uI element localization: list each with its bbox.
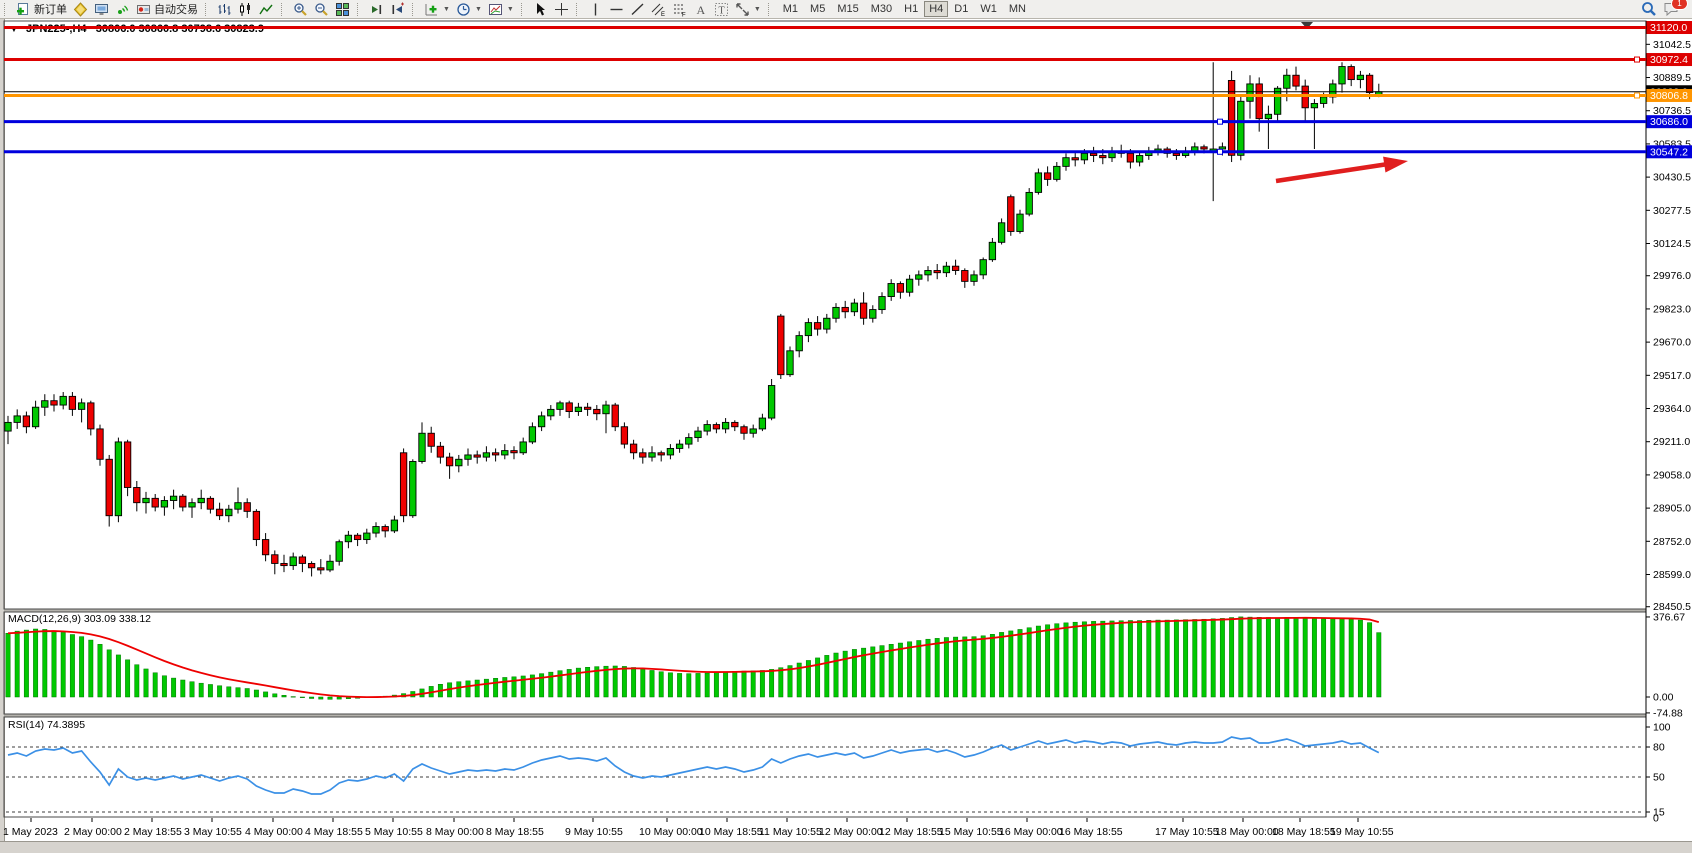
new-order-label: 新订单 <box>34 1 67 17</box>
timeframe-m15[interactable]: M15 <box>831 1 864 17</box>
zoom-in-icon <box>293 2 308 17</box>
timeframe-m1[interactable]: M1 <box>777 1 804 17</box>
autotrading-icon <box>136 2 151 17</box>
zoom-in-button[interactable] <box>290 1 311 17</box>
notifications-button[interactable]: 1 <box>1660 1 1682 17</box>
svg-text:T: T <box>718 5 724 16</box>
tile-windows-icon <box>335 2 350 17</box>
chevron-down-icon: ▼ <box>475 6 482 13</box>
bars-chart-icon <box>217 2 232 17</box>
metaeditor-icon <box>73 2 88 17</box>
trendline-icon <box>630 2 645 17</box>
text-label-tool[interactable]: T <box>711 1 732 17</box>
candlestick-chart-button[interactable] <box>235 1 256 17</box>
timeframe-d1[interactable]: D1 <box>948 1 974 17</box>
templates-icon <box>488 2 503 17</box>
timeframe-w1[interactable]: W1 <box>974 1 1003 17</box>
periods-button[interactable]: ▼ <box>453 1 485 17</box>
fibonacci-tool[interactable]: F <box>669 1 690 17</box>
indicators-button[interactable]: ▼ <box>421 1 453 17</box>
chevron-down-icon: ▼ <box>443 6 450 13</box>
indicators-icon <box>424 2 439 17</box>
chart-title: ▼ JPN225-,H4 30806.0 30860.8 30798.6 308… <box>10 23 264 35</box>
toolbar: 新订单 自动交易 <box>0 0 1692 19</box>
clock-icon <box>456 2 471 17</box>
metaeditor-button[interactable] <box>70 1 91 17</box>
notification-badge: 1 <box>1671 0 1688 10</box>
terminal-button[interactable] <box>91 1 112 17</box>
timeframe-m5[interactable]: M5 <box>804 1 831 17</box>
zoom-out-icon <box>314 2 329 17</box>
trendline-tool[interactable] <box>627 1 648 17</box>
auto-scroll-button[interactable] <box>366 1 387 17</box>
text-icon: A <box>693 2 708 17</box>
text-label-icon: T <box>714 2 729 17</box>
chevron-down-icon: ▼ <box>754 6 761 13</box>
text-tool[interactable]: A <box>690 1 711 17</box>
rsi-indicator-label: RSI(14) 74.3895 <box>8 719 85 731</box>
chart-shift-button[interactable] <box>387 1 408 17</box>
svg-text:E: E <box>661 12 665 17</box>
new-order-icon <box>16 2 31 17</box>
timeframe-m30[interactable]: M30 <box>865 1 898 17</box>
chart-title-symbol: JPN225-,H4 <box>26 23 87 35</box>
shapes-tool[interactable]: ▼ <box>732 1 764 17</box>
line-chart-button[interactable] <box>256 1 277 17</box>
bars-chart-button[interactable] <box>214 1 235 17</box>
window-bottom-edge <box>0 841 1692 853</box>
macd-indicator-label: MACD(12,26,9) 303.09 338.12 <box>8 613 151 625</box>
timeframe-mn[interactable]: MN <box>1003 1 1032 17</box>
toolbar-gripper <box>4 3 10 16</box>
fibonacci-icon: F <box>672 2 687 17</box>
autotrading-button[interactable]: 自动交易 <box>133 1 201 17</box>
toolbar-gripper <box>281 3 287 16</box>
crosshair-icon <box>554 2 569 17</box>
templates-button[interactable]: ▼ <box>485 1 517 17</box>
cursor-button[interactable] <box>530 1 551 17</box>
toolbar-gripper <box>768 3 774 16</box>
toolbar-gripper <box>357 3 363 16</box>
line-chart-icon <box>259 2 274 17</box>
search-icon <box>1641 1 1657 17</box>
crosshair-button[interactable] <box>551 1 572 17</box>
vertical-line-tool[interactable] <box>585 1 606 17</box>
toolbar-gripper <box>205 3 211 16</box>
tile-windows-button[interactable] <box>332 1 353 17</box>
chevron-down-icon: ▼ <box>507 6 514 13</box>
chart-shift-icon <box>390 2 405 17</box>
timeframe-h4[interactable]: H4 <box>924 1 948 17</box>
signals-icon <box>115 2 130 17</box>
horizontal-line-tool[interactable] <box>606 1 627 17</box>
search-button[interactable] <box>1638 1 1660 17</box>
toolbar-gripper <box>521 3 527 16</box>
new-order-button[interactable]: 新订单 <box>13 1 70 17</box>
autotrading-label: 自动交易 <box>154 1 198 17</box>
arrows-shapes-icon <box>735 2 750 17</box>
signals-button[interactable] <box>112 1 133 17</box>
svg-text:A: A <box>696 3 705 17</box>
one-click-trading-collapse-icon[interactable]: ▼ <box>10 25 18 34</box>
candlestick-chart-icon <box>238 2 253 17</box>
equidistant-channel-icon: E <box>651 2 666 17</box>
channel-tool[interactable]: E <box>648 1 669 17</box>
vertical-line-icon <box>588 2 603 17</box>
auto-scroll-icon <box>369 2 384 17</box>
chart-window[interactable] <box>0 19 1692 852</box>
zoom-out-button[interactable] <box>311 1 332 17</box>
terminal-icon <box>94 2 109 17</box>
timeframe-h1[interactable]: H1 <box>898 1 924 17</box>
cursor-icon <box>533 2 548 17</box>
window-left-edge <box>0 19 5 852</box>
chart-title-ohlc: 30806.0 30860.8 30798.6 30823.9 <box>96 23 264 35</box>
toolbar-gripper <box>412 3 418 16</box>
horizontal-line-icon <box>609 2 624 17</box>
svg-text:F: F <box>682 12 686 17</box>
toolbar-gripper <box>576 3 582 16</box>
